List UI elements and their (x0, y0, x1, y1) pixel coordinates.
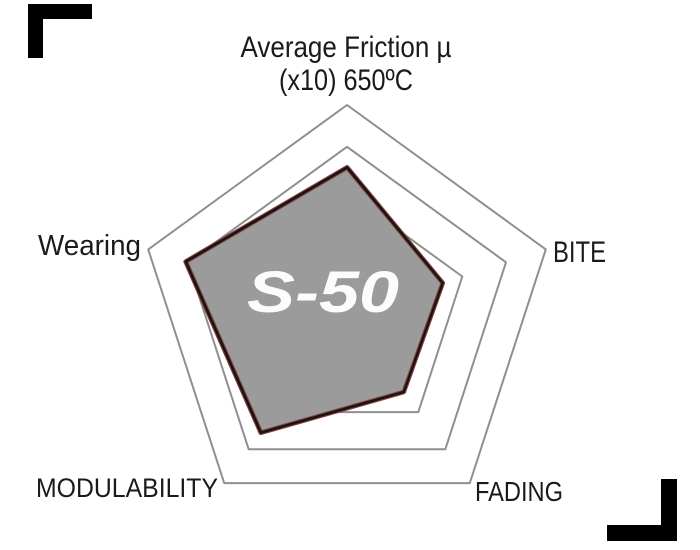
axis-label-wearing: Wearing (38, 230, 141, 262)
crop-mark-top-left-icon (28, 4, 92, 58)
axis-label-fading: FADING (475, 476, 563, 507)
radar-ring-outer (147, 104, 547, 485)
radar-data-area (184, 166, 444, 434)
radar-data-inner-outline (187, 169, 442, 432)
axis-label-bite: BITE (553, 236, 606, 269)
logo-s50: S-50 (247, 260, 399, 325)
axis-label-modulability: MODULABILITY (36, 473, 218, 503)
axis-label-friction-line2: (x10) 650ºC (279, 64, 413, 97)
crop-mark-bottom-right-icon (607, 479, 677, 541)
axis-label-friction-line1: Average Friction µ (241, 31, 452, 64)
